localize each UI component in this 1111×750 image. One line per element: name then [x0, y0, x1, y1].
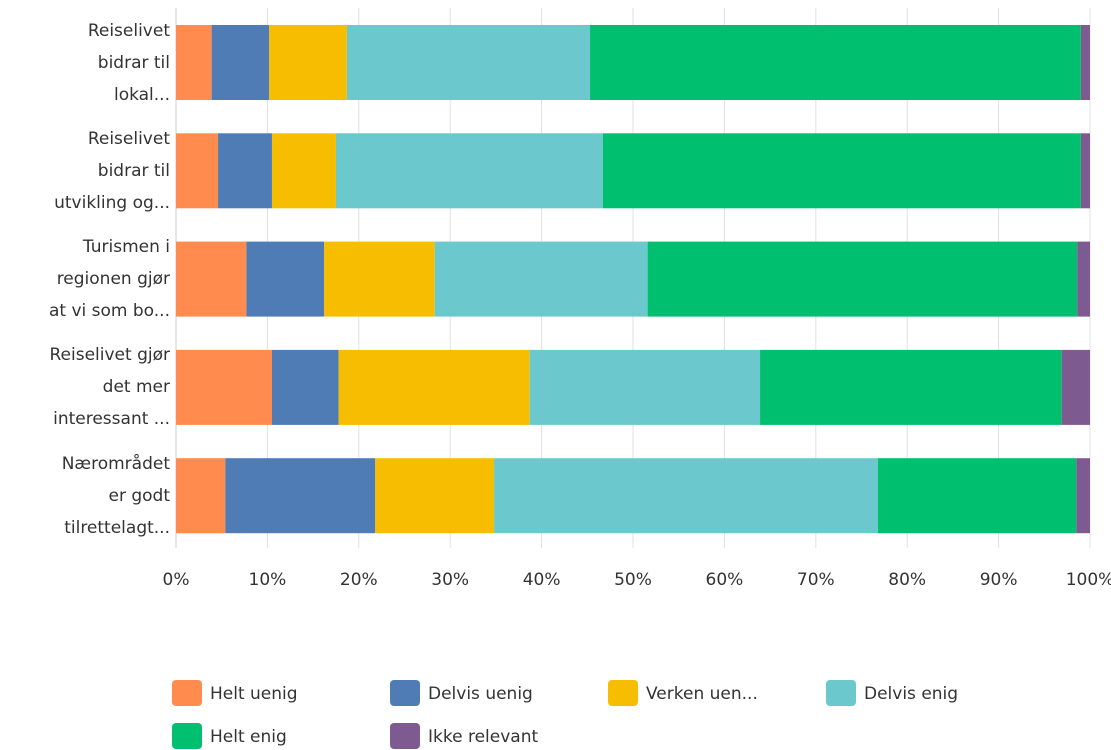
legend-label: Ikke relevant [428, 727, 538, 747]
bar-segment [211, 25, 270, 100]
bar-segment [877, 458, 1077, 534]
bar-segment [494, 458, 878, 534]
bar-segment [246, 241, 325, 317]
y-tick-label: Reiselivet bidrar til utvikling og... [54, 128, 170, 213]
bar-segment [176, 25, 212, 100]
x-tick-label: 100% [1066, 570, 1111, 590]
bar-segment [338, 349, 530, 425]
legend-label: Helt enig [210, 727, 287, 747]
x-tick-label: 40% [523, 570, 561, 590]
bar-segment [176, 241, 247, 317]
legend-swatch [172, 723, 202, 749]
bar-segment [271, 349, 339, 425]
legend-label: Verken uen... [646, 684, 758, 704]
legend-swatch [826, 680, 856, 706]
x-tick-label: 90% [980, 570, 1018, 590]
legend-swatch [608, 680, 638, 706]
y-tick-label: Reiselivet gjør det mer interessant ... [49, 345, 171, 430]
legend-swatch [172, 680, 202, 706]
bar-segment [176, 133, 219, 209]
bar-segment [176, 458, 226, 534]
bar-segment [271, 133, 336, 209]
legend-label: Delvis enig [864, 684, 958, 704]
x-tick-label: 60% [706, 570, 744, 590]
x-tick-label: 70% [797, 570, 835, 590]
bar-segment [647, 241, 1078, 317]
bar-segment [269, 25, 347, 100]
legend-label: Helt uenig [210, 684, 298, 704]
bar-segment [1076, 458, 1090, 534]
bar-segment [1061, 349, 1090, 425]
legend-swatch [390, 680, 420, 706]
x-tick-label: 80% [888, 570, 926, 590]
x-tick-label: 50% [614, 570, 652, 590]
bar-segment [434, 241, 648, 317]
legend-label: Delvis uenig [428, 684, 533, 704]
bar-segment [335, 133, 603, 209]
y-tick-label: Nærområdet er godt tilrettelagt... [61, 453, 170, 538]
legend-swatch [390, 723, 420, 749]
bar-segment [602, 133, 1081, 209]
bar-segment [529, 349, 761, 425]
y-tick-label: Reiselivet bidrar til lokal... [87, 20, 170, 105]
bar-segment [346, 25, 591, 100]
bar-segment [1080, 133, 1090, 209]
bar-segment [176, 349, 272, 425]
bar-segment [1080, 25, 1090, 100]
bar-segment [218, 133, 272, 209]
bar-segment [225, 458, 376, 534]
x-tick-label: 10% [249, 570, 287, 590]
bar-segment [760, 349, 1062, 425]
x-tick-label: 0% [163, 570, 190, 590]
x-tick-label: 30% [431, 570, 469, 590]
bar-segment [324, 241, 435, 317]
y-tick-label: Turismen i regionen gjør at vi som bo... [48, 237, 170, 322]
x-tick-label: 20% [340, 570, 378, 590]
bar-segment [1077, 241, 1090, 317]
bar-segment [375, 458, 495, 534]
bar-segment [590, 25, 1081, 100]
